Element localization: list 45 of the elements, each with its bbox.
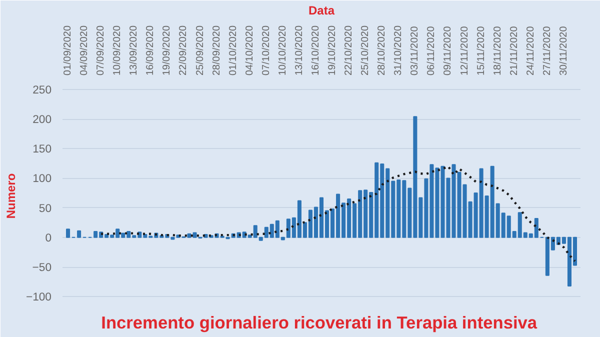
x-tick-label: 15/11/2020 [476,26,487,76]
x-axis-title: Data [308,3,335,18]
x-tick-label: 09/11/2020 [442,26,454,76]
x-tick-label: 19/10/2020 [327,25,338,76]
y-tick-label: 200 [32,114,52,126]
x-tick-label: 03/11/2020 [410,26,421,76]
x-tick-label: 04/10/2020 [244,25,256,76]
x-tick-label: 28/09/2020 [211,25,222,76]
x-tick-label: 13/10/2020 [294,25,305,76]
x-tick-label: 01/09/2020 [62,25,74,76]
x-tick-label: 12/11/2020 [459,26,470,76]
text: Incremento giornaliero ricoverati in Terapia intensiva [101,312,538,332]
x-tick-label: 10/10/2020 [277,25,288,76]
y-tick-label: 0 [45,232,52,244]
x-tick-label: 07/10/2020 [260,25,272,76]
y-tick-label: 250 [32,84,52,96]
x-tick-label: 01/10/2020 [228,25,239,76]
y-tick-label: −50 [32,262,52,274]
x-tick-label: 25/10/2020 [360,25,372,76]
x-tick-label: 21/11/2020 [508,26,520,76]
x-tick-label: 04/09/2020 [79,25,90,76]
x-tick-label: 16/10/2020 [310,25,322,76]
x-tick-label: 24/11/2020 [525,26,536,76]
y-tick-label: 150 [32,144,52,156]
bar [66,228,70,238]
x-tick-label: 30/11/2020 [558,26,570,76]
y-tick-label: −100 [26,292,52,304]
y-axis-title: Numero [4,173,18,219]
x-tick-label: 22/10/2020 [344,25,355,76]
y-tick-label: 100 [32,173,52,186]
x-tick-label: 22/09/2020 [178,25,190,76]
y-tick-label: 50 [38,202,52,215]
x-tick-label: 18/11/2020 [492,26,504,76]
x-tick-label: 25/09/2020 [194,25,206,76]
x-tick-label: 28/10/2020 [376,25,388,76]
x-tick-label: 06/11/2020 [426,26,438,76]
x-tick-label: 19/09/2020 [162,25,173,76]
x-tick-label: 27/11/2020 [542,26,553,76]
line-series [100,165,576,262]
x-tick-label: 10/09/2020 [112,25,124,76]
bar [77,230,82,238]
x-tick-label: 13/09/2020 [128,25,140,76]
x-tick-label: 07/09/2020 [96,25,107,76]
x-tick-label: 16/09/2020 [145,25,156,76]
x-tick-label: 31/10/2020 [393,25,404,76]
